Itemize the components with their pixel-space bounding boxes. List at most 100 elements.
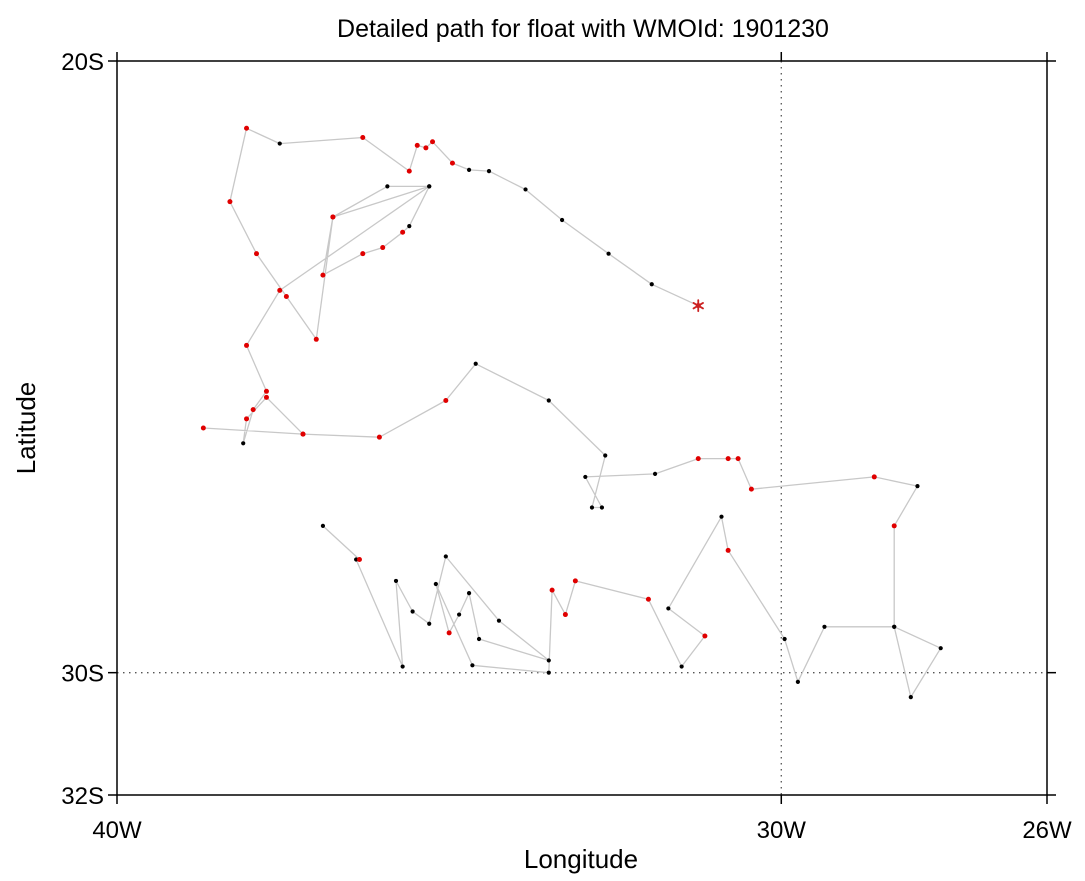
profile-point <box>523 187 528 192</box>
profile-point <box>562 612 568 618</box>
profile-point <box>546 670 551 675</box>
profile-point <box>244 125 250 131</box>
profile-point <box>549 587 555 593</box>
profile-point <box>606 251 611 256</box>
profile-point <box>457 612 462 617</box>
float-path <box>202 127 942 698</box>
profile-point <box>725 456 731 462</box>
profile-point <box>244 416 250 422</box>
profile-point <box>283 293 289 299</box>
profile-point <box>400 664 405 669</box>
profile-point <box>486 169 492 174</box>
x-axis-label: Longitude <box>524 844 638 874</box>
profile-points <box>200 125 943 700</box>
profile-point <box>599 505 605 510</box>
y-tick-label: 32S <box>61 783 104 810</box>
profile-point <box>891 523 897 529</box>
profile-point <box>376 434 382 440</box>
start-marker-stroke <box>692 302 704 310</box>
profile-point <box>496 618 502 623</box>
profile-point <box>200 425 206 431</box>
profile-point <box>938 646 943 651</box>
profile-point <box>423 145 429 151</box>
profile-point <box>546 398 551 403</box>
profile-point <box>679 664 684 669</box>
profile-point <box>313 336 319 342</box>
profile-point <box>263 388 269 394</box>
profile-point <box>241 441 246 446</box>
profile-point <box>782 636 787 642</box>
profile-point <box>330 214 336 220</box>
profile-point <box>320 523 326 528</box>
profile-point <box>277 141 282 146</box>
profile-point <box>735 456 741 462</box>
profile-point <box>822 624 827 629</box>
profile-point <box>385 184 390 189</box>
path-line <box>202 127 942 698</box>
profile-point <box>559 217 565 223</box>
profile-point <box>360 134 366 140</box>
profile-point <box>603 453 608 458</box>
profile-point <box>254 251 259 257</box>
profile-point <box>572 578 578 584</box>
profile-point <box>227 199 233 205</box>
profile-point <box>300 431 306 437</box>
profile-point <box>380 245 386 251</box>
profile-point <box>427 184 432 189</box>
profile-point <box>407 224 412 229</box>
profile-point <box>354 557 359 562</box>
y-axis-label: Latitude <box>11 382 41 475</box>
profile-point <box>433 581 438 587</box>
profile-point <box>546 658 551 663</box>
x-tick-label: 30W <box>757 817 807 844</box>
profile-point <box>795 679 800 684</box>
profile-point <box>908 695 913 700</box>
profile-point <box>263 394 269 400</box>
profile-point <box>244 342 250 348</box>
profile-point <box>666 606 671 611</box>
profile-point <box>695 456 701 462</box>
profile-point <box>410 609 415 614</box>
reference-lines <box>117 61 1047 795</box>
profile-point <box>356 557 362 563</box>
profile-point <box>473 361 478 366</box>
profile-point <box>250 407 256 413</box>
plot-border <box>116 60 1048 796</box>
y-tick-label: 30S <box>61 661 104 688</box>
x-tick-label: 40W <box>92 817 142 844</box>
profile-point <box>466 167 472 172</box>
profile-point <box>443 554 448 559</box>
axis-ticks: 40W 30W 26W 20S 30S 32S <box>61 49 1072 844</box>
profile-point <box>449 160 455 166</box>
profile-point <box>583 474 588 480</box>
profile-point <box>443 397 449 403</box>
profile-point <box>430 139 436 145</box>
y-tick-label: 20S <box>61 49 104 76</box>
profile-point <box>725 547 731 553</box>
profile-point <box>406 168 412 174</box>
profile-point <box>871 474 877 480</box>
profile-point <box>277 287 283 293</box>
profile-point <box>393 578 399 584</box>
profile-point <box>649 282 654 287</box>
profile-point <box>466 591 472 596</box>
plot-frame <box>116 60 1048 796</box>
profile-point <box>748 486 754 492</box>
profile-point <box>414 142 420 148</box>
profile-point <box>446 630 452 636</box>
profile-point <box>702 633 708 639</box>
profile-point <box>360 251 366 257</box>
profile-point <box>719 514 724 519</box>
x-tick-label: 26W <box>1022 817 1072 844</box>
profile-point <box>589 505 595 510</box>
profile-point <box>320 272 326 278</box>
profile-point <box>427 621 432 626</box>
profile-point <box>645 596 651 602</box>
start-marker <box>692 299 704 313</box>
chart-title: Detailed path for float with WMOId: 1901… <box>337 15 829 43</box>
profile-point <box>470 663 475 668</box>
profile-point <box>476 636 482 642</box>
profile-point <box>892 624 897 629</box>
profile-point <box>915 484 920 489</box>
